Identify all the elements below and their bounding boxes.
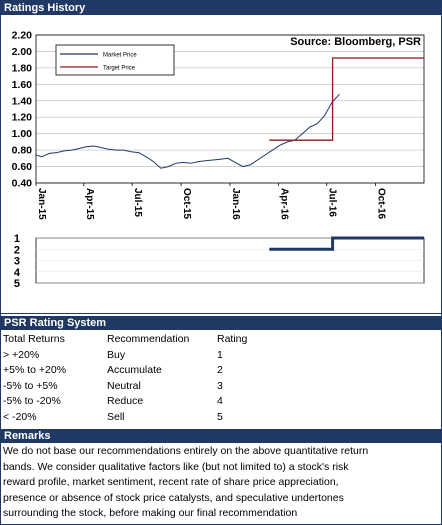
chart-source: Source: Bloomberg, PSR <box>290 36 421 48</box>
total-returns-cell: +5% to +20% <box>3 364 67 376</box>
rating-line <box>269 236 424 251</box>
x-tick-label: Oct-16 <box>376 188 387 220</box>
x-tick-label: Jan-15 <box>36 188 47 220</box>
y-tick-label: 2.20 <box>12 30 33 42</box>
rating-cell: 5 <box>217 410 223 423</box>
total-returns-cell: -5% to -20% <box>3 395 61 407</box>
rating-tick-label: 3 <box>14 256 20 268</box>
remarks-line: bands. We consider qualitative factors l… <box>3 460 349 473</box>
total-returns-cell: < -20% <box>3 410 37 423</box>
target-price-line <box>269 57 424 141</box>
rating-tick-label: 4 <box>14 267 21 279</box>
legend-entry: Target Price <box>103 66 136 72</box>
remarks-text: We do not base our recommendations entir… <box>3 444 439 522</box>
legend-entry: Market Price <box>103 53 137 59</box>
rating-tick-label: 2 <box>14 244 20 256</box>
header-recommendation: Recommendation <box>107 333 190 345</box>
y-tick-label: 1.00 <box>12 128 33 140</box>
y-tick-label: 1.40 <box>12 95 33 107</box>
x-tick-label: Jul-16 <box>327 188 338 217</box>
psr-rating-table: Total Returns Recommendation Rating > +2… <box>3 332 439 425</box>
rating-cell: 2 <box>217 364 223 376</box>
rating-cell: 1 <box>217 348 223 361</box>
table-row: > +20% Buy 1 <box>3 348 439 364</box>
remarks-header: Remarks <box>1 429 441 443</box>
rating-tick-label: 1 <box>14 233 20 245</box>
rating-cell: 3 <box>217 379 223 392</box>
ratings-history-header: Ratings History <box>1 1 441 15</box>
recommendation-cell: Sell <box>107 410 125 423</box>
table-row: +5% to +20% Accumulate 2 <box>3 363 439 379</box>
rating-cell: 4 <box>217 395 223 407</box>
x-tick-label: Apr-16 <box>278 188 289 220</box>
recommendation-cell: Accumulate <box>107 364 162 376</box>
table-row: -5% to +5% Neutral 3 <box>3 379 439 395</box>
x-tick-label: Oct-15 <box>181 188 192 220</box>
header-rating: Rating <box>217 333 248 345</box>
remarks-line: reward profile, market sentiment, recent… <box>3 476 339 488</box>
header-total-returns: Total Returns <box>3 333 65 345</box>
table-row: < -20% Sell 5 <box>3 410 439 426</box>
x-tick-label: Jul-15 <box>132 188 143 217</box>
y-tick-label: 1.20 <box>12 112 33 124</box>
y-tick-label: 0.60 <box>12 161 33 173</box>
table-row: -5% to -20% Reduce 4 <box>3 394 439 410</box>
chart-legend: Market Price Target Price <box>55 44 175 76</box>
recommendation-cell: Reduce <box>107 395 144 407</box>
total-returns-cell: > +20% <box>3 348 40 361</box>
remarks-line: We do not base our recommendations entir… <box>3 445 369 457</box>
legend-box <box>55 44 175 76</box>
recommendation-cell: Buy <box>107 348 126 361</box>
y-tick-label: 2.00 <box>12 46 33 58</box>
market-price-line <box>35 93 340 169</box>
remarks-line: presence or absence of stock price catal… <box>3 491 344 504</box>
y-tick-label: 1.80 <box>12 62 33 74</box>
y-tick-label: 1.60 <box>12 79 33 91</box>
recommendation-cell: Neutral <box>107 379 141 392</box>
remarks-line: surrounding the stock, before making our… <box>3 507 298 519</box>
y-tick-label: 0.80 <box>12 145 33 157</box>
total-returns-cell: -5% to +5% <box>3 379 58 392</box>
section-divider <box>1 313 441 314</box>
psr-rating-system-header: PSR Rating System <box>1 316 441 330</box>
ratings-history-chart: 2.20 2.00 1.80 1.60 1.40 1.20 1.00 0.80 0.60 0.40… <box>12 30 425 290</box>
x-tick-label: Apr-15 <box>84 188 95 220</box>
y-tick-label: 0.40 <box>12 178 33 190</box>
psr-header-row: Total Returns Recommendation Rating <box>3 332 439 348</box>
x-tick-label: Jan-16 <box>230 188 241 220</box>
rating-tick-label: 5 <box>14 278 20 290</box>
